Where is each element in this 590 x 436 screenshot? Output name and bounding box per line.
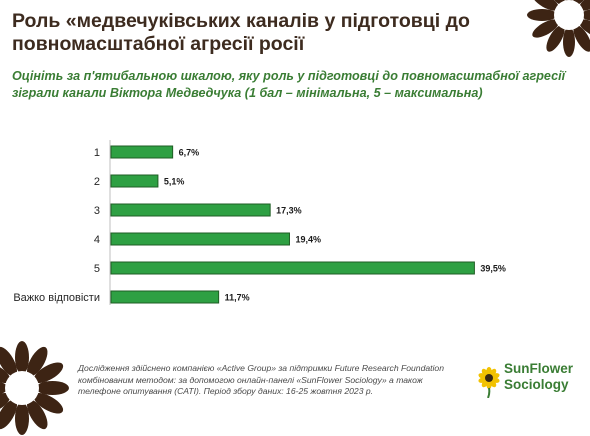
sunflower-decoration-bottom — [0, 341, 69, 435]
methodology-footnote: Дослідження здійснено компанією «Active … — [78, 363, 444, 396]
category-label: Важко відповісти — [13, 292, 100, 304]
sunflower-decoration-top — [527, 0, 590, 57]
data-label: 19,4% — [295, 235, 321, 245]
petal — [532, 0, 559, 11]
category-label: 1 — [94, 147, 100, 159]
petal — [478, 377, 487, 383]
data-label: 6,7% — [179, 148, 200, 158]
bar-chart: 1 6,7% 2 5,1% 3 17,3% 4 19,4% 5 39,5% Важко відпов… — [13, 140, 506, 305]
petal — [33, 362, 64, 383]
petal — [481, 368, 489, 376]
bar — [110, 290, 220, 304]
data-label: 11,7% — [225, 293, 250, 303]
bar — [110, 232, 290, 246]
petal — [491, 373, 500, 379]
category-label: 5 — [94, 263, 100, 275]
petal — [532, 19, 559, 38]
page-number: 4 — [570, 3, 577, 15]
category-label: 4 — [94, 234, 100, 246]
data-label: 5,1% — [164, 177, 185, 187]
petal — [579, 0, 590, 11]
bar — [110, 203, 271, 217]
data-label: 17,3% — [276, 206, 302, 216]
petal — [0, 362, 11, 383]
bar — [110, 174, 159, 188]
page-title: Роль «медвечуківських каналів у підготов… — [12, 10, 470, 55]
petal — [563, 27, 575, 57]
petal — [36, 381, 69, 395]
petal — [579, 19, 590, 38]
petal — [0, 393, 11, 414]
bar — [110, 261, 475, 275]
data-label: 39,5% — [480, 264, 506, 274]
sunflower-sociology-logo: SunFlower Sociology — [474, 356, 586, 402]
sunflower-logo-icon — [478, 367, 500, 398]
category-label: 3 — [94, 205, 100, 217]
petal — [0, 346, 17, 377]
petal — [581, 9, 590, 21]
petal — [573, 25, 590, 52]
bar — [110, 145, 174, 159]
petal — [15, 402, 29, 435]
petal — [27, 346, 48, 377]
petal — [15, 341, 29, 374]
petal — [527, 9, 557, 21]
category-label: 2 — [94, 176, 100, 188]
logo-line-1: SunFlower — [504, 361, 574, 376]
petal — [546, 25, 565, 52]
survey-question: Оцініть за п'ятибальною шкалою, яку роль… — [12, 69, 566, 100]
logo-line-2: Sociology — [504, 377, 569, 392]
